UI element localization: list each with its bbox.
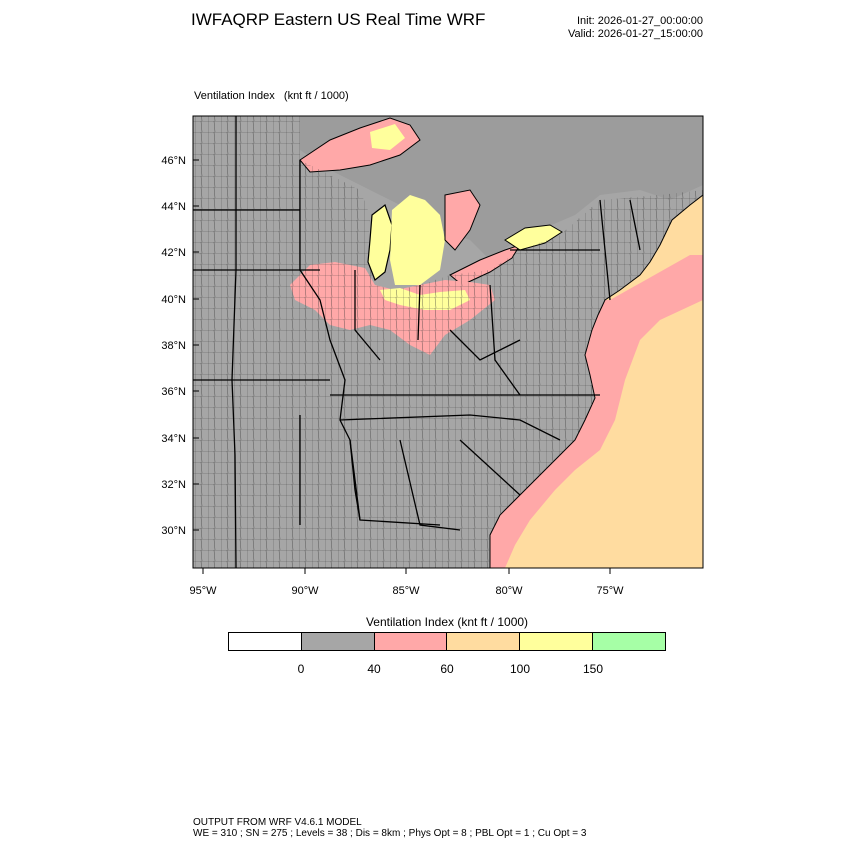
colorbar-tick-label: 60 <box>440 662 454 676</box>
field-name: Ventilation Index <box>194 90 275 102</box>
map-frame <box>192 115 704 569</box>
field-label: Ventilation Index (knt ft / 1000) <box>194 90 349 102</box>
model-footer: OUTPUT FROM WRF V4.6.1 MODEL WE = 310 ; … <box>193 817 586 839</box>
run-times: Init: 2026-01-27_00:00:00 Valid: 2026-01… <box>568 15 703 41</box>
colorbar-segment <box>301 633 375 650</box>
lat-label: 44°N <box>161 201 186 213</box>
lake-michigan <box>367 204 393 281</box>
lat-label: 32°N <box>161 479 186 491</box>
field-units: (knt ft / 1000) <box>283 90 349 102</box>
colorbar-title: Ventilation Index (knt ft / 1000) <box>365 615 529 629</box>
lon-label: 75°W <box>596 585 624 597</box>
lat-label: 42°N <box>161 247 186 259</box>
plot-title: IWFAQRP Eastern US Real Time WRF <box>191 10 486 29</box>
colorbar-segment <box>520 633 594 650</box>
lat-ticks <box>193 159 199 531</box>
lon-label: 90°W <box>291 585 319 597</box>
lat-label: 36°N <box>161 386 186 398</box>
lon-tick-labels: 95°W 90°W 85°W 80°W 75°W <box>189 585 624 597</box>
michigan-yellow <box>390 195 445 285</box>
valid-time: Valid: 2026-01-27_15:00:00 <box>568 28 703 40</box>
colorbar-segment <box>229 633 302 650</box>
colorbar <box>228 632 666 651</box>
colorbar-segment <box>374 633 448 650</box>
lat-label: 38°N <box>161 340 186 352</box>
lon-ticks <box>202 568 611 574</box>
colorbar-segment <box>593 633 665 650</box>
colorbar-tick-label: 40 <box>367 662 381 676</box>
footer-line-1: OUTPUT FROM WRF V4.6.1 MODEL <box>193 817 362 828</box>
lat-label: 46°N <box>161 155 186 167</box>
lon-label: 95°W <box>189 585 217 597</box>
lake-huron <box>444 189 481 251</box>
lat-label: 34°N <box>161 433 186 445</box>
colorbar-tick-label: 0 <box>297 662 305 676</box>
footer-line-2: WE = 310 ; SN = 275 ; Levels = 38 ; Dis … <box>193 828 587 839</box>
lat-tick-labels: 46°N 44°N 42°N 40°N 38°N 36°N 34°N 32°N … <box>161 155 186 537</box>
colorbar-tick-label: 150 <box>582 662 604 676</box>
lon-label: 80°W <box>495 585 523 597</box>
init-time: Init: 2026-01-27_00:00:00 <box>577 15 703 27</box>
lat-label: 40°N <box>161 294 186 306</box>
lon-label: 85°W <box>392 585 420 597</box>
state-boundaries <box>193 116 641 568</box>
lat-label: 30°N <box>161 525 186 537</box>
colorbar-segment <box>447 633 521 650</box>
colorbar-tick-label: 100 <box>509 662 531 676</box>
